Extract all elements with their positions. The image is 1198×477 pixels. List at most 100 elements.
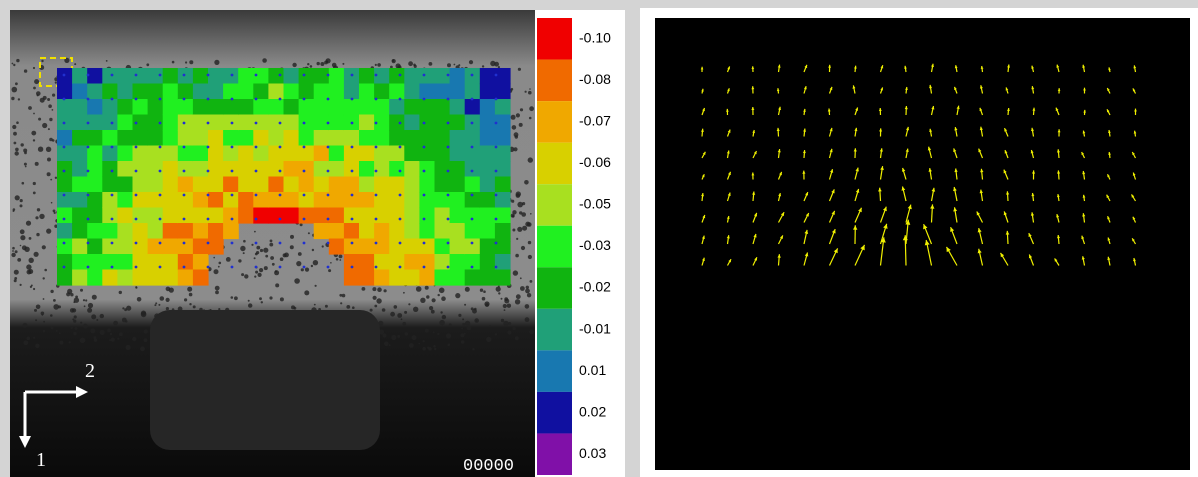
- vector-head: [1107, 87, 1110, 92]
- grid-point: [302, 73, 306, 77]
- speckle-dot: [279, 297, 284, 302]
- contour-cell: [208, 114, 224, 131]
- vector-head: [802, 170, 806, 174]
- grid-point: [254, 193, 258, 197]
- vector-head: [1056, 64, 1060, 68]
- contour-cell: [389, 176, 405, 193]
- speckle-dot: [66, 292, 71, 297]
- contour-cell: [404, 223, 420, 240]
- contour-cell: [494, 68, 511, 85]
- contour-cell: [253, 176, 269, 193]
- speckle-dot: [107, 328, 111, 333]
- contour-cell: [328, 161, 345, 178]
- speckle-dot: [254, 230, 256, 233]
- contour-cell: [102, 83, 118, 100]
- contour-cell: [298, 207, 315, 224]
- speckle-dot: [522, 225, 528, 231]
- vector-head: [727, 88, 730, 92]
- speckle-dot: [402, 321, 407, 326]
- grid-point: [62, 145, 66, 149]
- vector-head: [931, 187, 936, 192]
- contour-cell: [389, 99, 405, 116]
- speckle-dot: [316, 61, 320, 66]
- speckle-dot: [497, 66, 500, 69]
- speckle-dot: [189, 60, 194, 65]
- contour-cell: [102, 192, 118, 209]
- grid-point: [230, 121, 234, 125]
- speckle-dot: [36, 94, 39, 97]
- contour-cell: [177, 223, 194, 240]
- colorbar-cell: [537, 350, 572, 392]
- contour-cell: [313, 207, 330, 224]
- speckle-dot: [14, 151, 19, 156]
- grid-point: [302, 265, 306, 269]
- vector-head: [1005, 230, 1010, 235]
- vector-head: [827, 108, 831, 112]
- speckle-dot: [49, 117, 53, 122]
- contour-cell: [404, 176, 420, 193]
- speckle-dot: [80, 321, 83, 324]
- contour-cell: [87, 238, 103, 255]
- vector-head: [1030, 150, 1034, 154]
- vector-head: [1132, 88, 1136, 92]
- contour-cell: [449, 161, 466, 178]
- speckle-dot: [339, 293, 343, 297]
- speckle-dot: [24, 165, 27, 168]
- contour-cell: [419, 192, 436, 209]
- contour-cell: [359, 130, 375, 147]
- grid-point: [254, 265, 258, 269]
- vector-head: [701, 235, 705, 239]
- colorbar-cell: [537, 433, 572, 475]
- vector-head: [1003, 169, 1007, 174]
- colorbar-cell: [537, 267, 572, 309]
- speckle-dot: [271, 262, 275, 266]
- contour-cell: [132, 83, 149, 100]
- vector-head: [902, 235, 908, 241]
- speckle-dot: [241, 273, 245, 277]
- speckle-dot: [46, 172, 51, 177]
- contour-cell: [434, 238, 451, 255]
- speckle-dot: [13, 279, 17, 283]
- vector-head: [751, 106, 755, 111]
- grid-point: [110, 97, 114, 101]
- contour-cell: [102, 238, 118, 255]
- contour-cell: [449, 114, 466, 131]
- contour-cell: [419, 83, 436, 100]
- vector-head: [854, 127, 858, 132]
- speckle-dot: [524, 304, 530, 309]
- speckle-dot: [36, 232, 40, 237]
- contour-cell: [283, 207, 300, 224]
- contour-cell: [162, 130, 179, 147]
- contour-cell: [343, 99, 360, 116]
- colorbar-label: -0.05: [579, 196, 611, 212]
- speckle-dot: [515, 113, 521, 118]
- speckle-dot: [390, 65, 393, 69]
- grid-point: [134, 145, 138, 149]
- grid-point: [278, 73, 282, 77]
- grid-point: [494, 217, 498, 221]
- contour-cell: [57, 176, 73, 193]
- contour-cell: [72, 130, 88, 147]
- vector-head: [880, 166, 884, 171]
- speckle-dot: [516, 237, 519, 240]
- speckle-dot: [37, 146, 44, 152]
- colorbar-cell: [537, 391, 572, 434]
- grid-point: [494, 241, 498, 245]
- speckle-dot: [259, 268, 264, 273]
- contour-cell: [57, 161, 73, 178]
- contour-cell: [419, 238, 436, 255]
- contour-cell: [132, 130, 149, 147]
- contour-cell: [313, 176, 330, 193]
- contour-cell: [87, 192, 103, 209]
- vector-head: [831, 189, 835, 194]
- grid-point: [326, 193, 330, 197]
- contour-cell: [253, 161, 269, 178]
- contour-cell: [464, 145, 481, 162]
- speckle-dot: [13, 131, 17, 136]
- vector-head: [953, 148, 957, 153]
- speckle-dot: [122, 307, 125, 310]
- contour-cell: [102, 161, 118, 178]
- vector-head: [1007, 64, 1011, 68]
- vector-head: [1133, 257, 1136, 262]
- speckle-dot: [460, 333, 465, 338]
